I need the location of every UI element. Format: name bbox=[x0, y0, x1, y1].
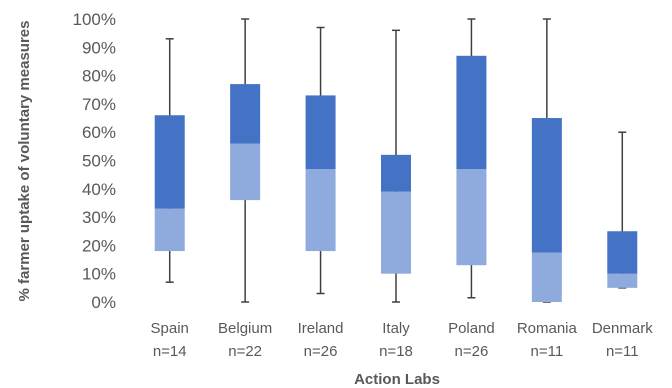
category-label: Poland bbox=[448, 320, 495, 337]
lower-quartile-box bbox=[154, 208, 185, 252]
category-sample-size: n=11 bbox=[531, 343, 564, 360]
upper-quartile-box bbox=[154, 115, 185, 209]
box-italy bbox=[381, 29, 411, 303]
upper-quartile-box bbox=[607, 231, 638, 274]
box-romania bbox=[531, 18, 562, 303]
lower-quartile-box bbox=[531, 252, 562, 302]
y-tick-label: 50% bbox=[82, 152, 116, 171]
y-tick-label: 10% bbox=[82, 265, 116, 284]
lower-quartile-box bbox=[381, 191, 411, 274]
x-axis-title: Action Labs bbox=[354, 371, 440, 388]
category-label: Italy bbox=[382, 320, 410, 337]
lower-quartile-box bbox=[456, 168, 487, 266]
y-tick-label: 30% bbox=[82, 208, 116, 227]
category-label: Denmark bbox=[592, 320, 653, 337]
category-label: Ireland bbox=[298, 320, 344, 337]
boxes bbox=[154, 18, 638, 303]
lower-quartile-box bbox=[230, 143, 261, 201]
box-spain bbox=[154, 38, 185, 283]
category-label: Romania bbox=[517, 320, 578, 337]
upper-quartile-box bbox=[456, 55, 487, 169]
y-tick-label: 40% bbox=[82, 180, 116, 199]
y-axis-ticks: 0% 10% 20% 30% 40% 50% 60% 70% 80% 90% 100% bbox=[73, 10, 116, 312]
box-poland bbox=[456, 18, 487, 299]
y-axis-title: % farmer uptake of voluntary measures bbox=[16, 21, 33, 302]
box-belgium bbox=[230, 18, 261, 303]
category-sample-size: n=22 bbox=[228, 343, 262, 360]
upper-quartile-box bbox=[381, 154, 411, 192]
upper-quartile-box bbox=[305, 95, 336, 169]
upper-quartile-box bbox=[531, 118, 562, 253]
lower-quartile-box bbox=[607, 273, 638, 288]
category-sample-size: n=18 bbox=[379, 343, 413, 360]
category-label: Belgium bbox=[218, 320, 272, 337]
y-tick-label: 90% bbox=[82, 38, 116, 57]
y-tick-label: 20% bbox=[82, 236, 116, 255]
category-sample-size: n=26 bbox=[304, 343, 338, 360]
lower-quartile-box bbox=[305, 168, 336, 252]
y-tick-label: 0% bbox=[91, 293, 116, 312]
upper-quartile-box bbox=[230, 84, 261, 144]
category-sample-size: n=14 bbox=[153, 343, 187, 360]
y-tick-label: 70% bbox=[82, 95, 116, 114]
y-tick-label: 80% bbox=[82, 67, 116, 86]
category-sample-size: n=11 bbox=[606, 343, 639, 360]
x-axis-categories: Spain n=14 Belgium n=22 Ireland n=26 Italy n=18… bbox=[151, 320, 654, 360]
y-tick-label: 100% bbox=[73, 10, 116, 29]
box-denmark bbox=[607, 131, 638, 289]
category-sample-size: n=26 bbox=[455, 343, 489, 360]
box-ireland bbox=[305, 26, 336, 295]
y-tick-label: 60% bbox=[82, 123, 116, 142]
category-label: Spain bbox=[151, 320, 189, 337]
